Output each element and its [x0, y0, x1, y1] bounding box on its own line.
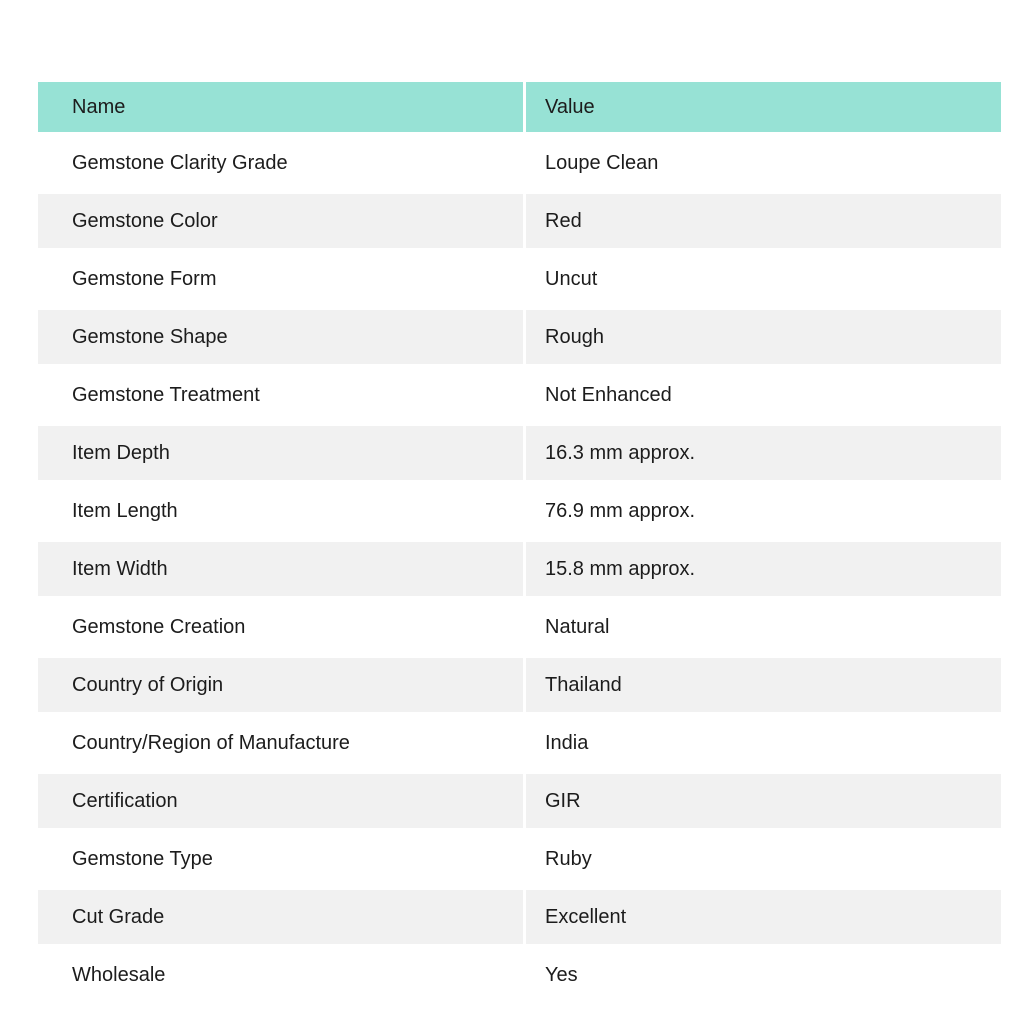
spec-value-cell: Loupe Clean [526, 136, 1001, 190]
spec-name-cell: Item Length [38, 484, 523, 538]
table-row: Gemstone Clarity Grade Loupe Clean [38, 136, 1001, 190]
spec-name-cell: Country of Origin [38, 658, 523, 712]
spec-name-cell: Wholesale [38, 948, 523, 1002]
spec-name-cell: Gemstone Color [38, 194, 523, 248]
table-row: Country/Region of Manufacture India [38, 716, 1001, 770]
table-row: Gemstone Treatment Not Enhanced [38, 368, 1001, 422]
spec-value-cell: Red [526, 194, 1001, 248]
spec-name-cell: Item Depth [38, 426, 523, 480]
item-specifics-table: Name Value Gemstone Clarity Grade Loupe … [35, 78, 1004, 1006]
header-row: Name Value [38, 82, 1001, 132]
table-row: Wholesale Yes [38, 948, 1001, 1002]
spec-value-cell: 16.3 mm approx. [526, 426, 1001, 480]
table-row: Gemstone Form Uncut [38, 252, 1001, 306]
spec-value-cell: Natural [526, 600, 1001, 654]
table-row: Item Depth 16.3 mm approx. [38, 426, 1001, 480]
table-body: Gemstone Clarity Grade Loupe Clean Gemst… [38, 136, 1001, 1002]
spec-value-cell: Yes [526, 948, 1001, 1002]
spec-value-cell: India [526, 716, 1001, 770]
spec-name-cell: Gemstone Shape [38, 310, 523, 364]
spec-name-cell: Cut Grade [38, 890, 523, 944]
spec-name-cell: Country/Region of Manufacture [38, 716, 523, 770]
spec-value-cell: GIR [526, 774, 1001, 828]
spec-value-cell: Uncut [526, 252, 1001, 306]
spec-name-cell: Gemstone Type [38, 832, 523, 886]
spec-value-cell: 76.9 mm approx. [526, 484, 1001, 538]
spec-name-cell: Item Width [38, 542, 523, 596]
table-row: Gemstone Creation Natural [38, 600, 1001, 654]
spec-name-cell: Gemstone Form [38, 252, 523, 306]
spec-value-cell: Ruby [526, 832, 1001, 886]
table-row: Item Length 76.9 mm approx. [38, 484, 1001, 538]
column-header-name: Name [38, 82, 523, 132]
table-row: Gemstone Shape Rough [38, 310, 1001, 364]
column-header-value: Value [526, 82, 1001, 132]
specs-table: Name Value Gemstone Clarity Grade Loupe … [35, 78, 1004, 1006]
table-row: Certification GIR [38, 774, 1001, 828]
table-row: Country of Origin Thailand [38, 658, 1001, 712]
spec-value-cell: Excellent [526, 890, 1001, 944]
spec-value-cell: Rough [526, 310, 1001, 364]
table-row: Item Width 15.8 mm approx. [38, 542, 1001, 596]
table-row: Gemstone Color Red [38, 194, 1001, 248]
spec-value-cell: Not Enhanced [526, 368, 1001, 422]
spec-name-cell: Gemstone Creation [38, 600, 523, 654]
spec-value-cell: 15.8 mm approx. [526, 542, 1001, 596]
spec-name-cell: Certification [38, 774, 523, 828]
table-row: Cut Grade Excellent [38, 890, 1001, 944]
spec-name-cell: Gemstone Treatment [38, 368, 523, 422]
table-row: Gemstone Type Ruby [38, 832, 1001, 886]
spec-name-cell: Gemstone Clarity Grade [38, 136, 523, 190]
spec-value-cell: Thailand [526, 658, 1001, 712]
